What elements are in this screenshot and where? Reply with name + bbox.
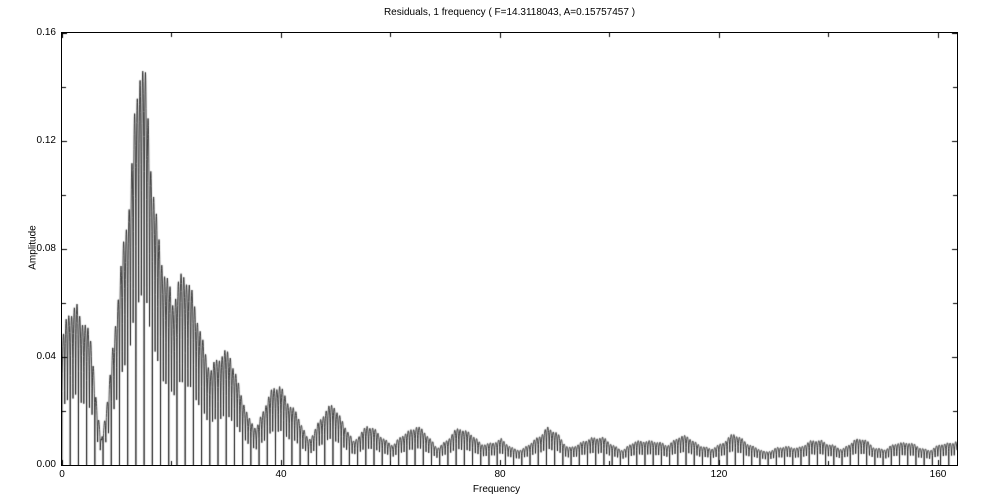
x-axis-label: Frequency [472, 484, 521, 495]
x-tick-label: 40 [275, 469, 287, 480]
y-tick-label: 0.12 [36, 135, 56, 146]
y-tick-label: 0.04 [36, 351, 56, 362]
x-tick-label: 120 [710, 469, 728, 480]
y-tick-label: 0.00 [36, 459, 56, 470]
x-tick-label: 0 [59, 469, 65, 480]
plot-box [61, 32, 958, 466]
chart-title: Residuals, 1 frequency ( F=14.3118043, A… [383, 7, 636, 18]
y-tick-label: 0.08 [36, 243, 56, 254]
x-tick-label: 160 [929, 469, 947, 480]
x-tick-label: 80 [494, 469, 506, 480]
y-tick-label: 0.16 [36, 27, 56, 38]
spectrum-canvas [62, 33, 957, 465]
